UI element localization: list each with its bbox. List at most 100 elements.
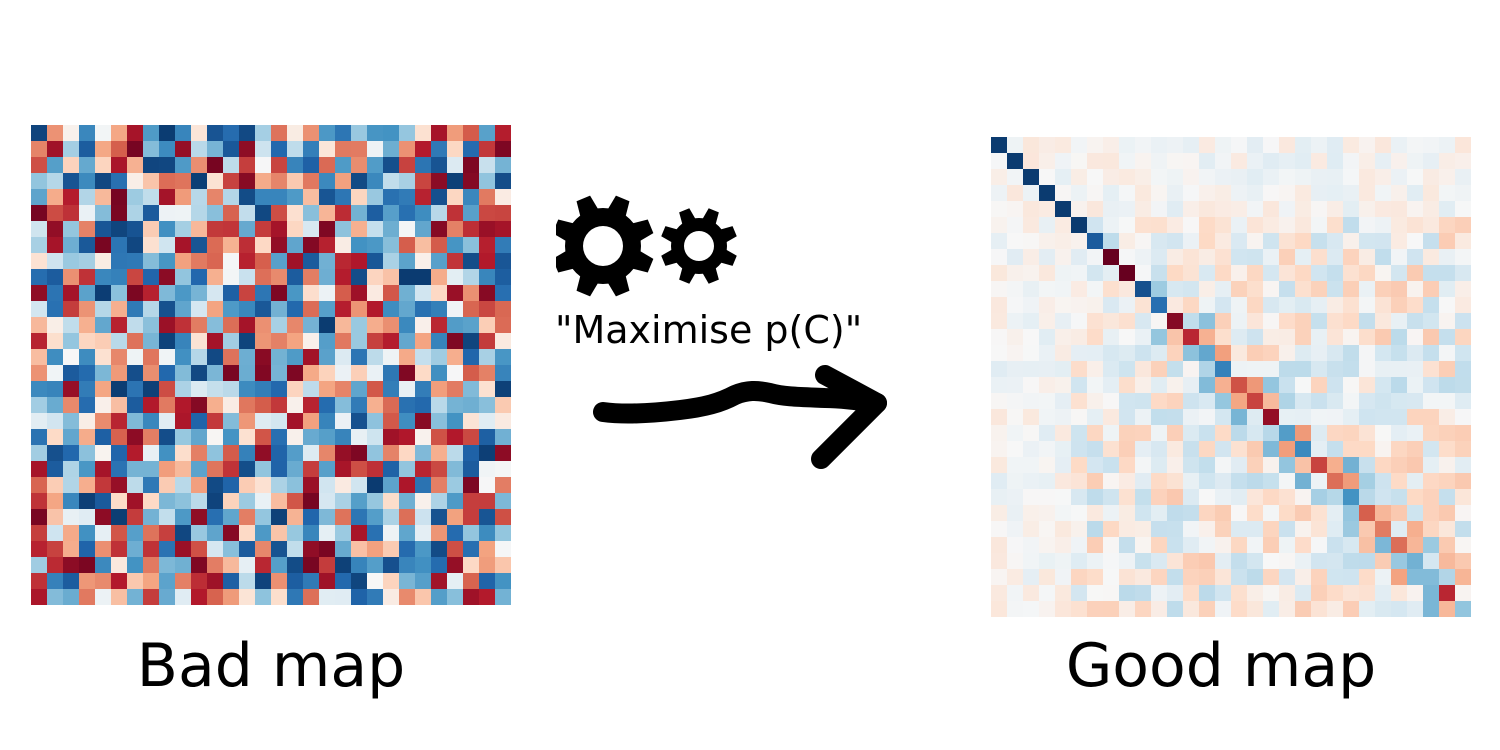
bad-map-cell xyxy=(271,269,288,286)
good-map-cell xyxy=(1423,137,1440,154)
bad-map-cell xyxy=(223,413,240,430)
good-map-cell xyxy=(1375,425,1392,442)
good-map-cell xyxy=(1359,297,1376,314)
good-map-cell xyxy=(1087,553,1104,570)
bad-map-cell xyxy=(207,557,224,574)
good-map-cell xyxy=(1055,137,1072,154)
bad-map-cell xyxy=(367,509,384,526)
bad-map-cell xyxy=(463,445,480,462)
good-map-cell xyxy=(991,185,1008,202)
good-map-cell xyxy=(1311,329,1328,346)
bad-map-cell xyxy=(255,237,272,254)
bad-map-cell xyxy=(463,173,480,190)
good-map-cell xyxy=(1279,489,1296,506)
good-map-cell xyxy=(991,153,1008,170)
bad-map-cell xyxy=(415,493,432,510)
good-map-cell xyxy=(1343,201,1360,218)
bad-map-cell xyxy=(303,189,320,206)
good-map-cell xyxy=(1375,361,1392,378)
bad-map-cell xyxy=(239,525,256,542)
bad-map-cell xyxy=(383,173,400,190)
good-map-cell xyxy=(1135,265,1152,282)
good-map-cell xyxy=(1407,249,1424,266)
bad-map-cell xyxy=(287,429,304,446)
bad-map-cell xyxy=(31,253,48,270)
bad-map-cell xyxy=(159,365,176,382)
bad-map-cell xyxy=(399,413,416,430)
good-map-cell xyxy=(1071,569,1088,586)
good-map-heatmap xyxy=(991,137,1471,617)
bad-map-cell xyxy=(287,461,304,478)
good-map-cell xyxy=(1055,185,1072,202)
good-map-cell xyxy=(1103,489,1120,506)
good-map-cell xyxy=(1455,249,1471,266)
good-map-cell xyxy=(1423,425,1440,442)
bad-map-cell xyxy=(463,269,480,286)
bad-map-cell xyxy=(191,301,208,318)
bad-map-cell xyxy=(303,157,320,174)
good-map-cell xyxy=(991,201,1008,218)
bad-map-cell xyxy=(79,237,96,254)
bad-map-cell xyxy=(143,285,160,302)
good-map-cell xyxy=(1423,217,1440,234)
bad-map-cell xyxy=(319,253,336,270)
good-map-cell xyxy=(1359,201,1376,218)
bad-map-cell xyxy=(495,493,511,510)
good-map-cell xyxy=(1263,249,1280,266)
good-map-cell xyxy=(1231,457,1248,474)
bad-map-cell xyxy=(463,349,480,366)
good-map-cell xyxy=(1007,457,1024,474)
good-map-cell xyxy=(1423,505,1440,522)
good-map-cell xyxy=(1103,185,1120,202)
bad-map-cell xyxy=(367,269,384,286)
good-map-cell xyxy=(1151,201,1168,218)
bad-map-cell xyxy=(303,173,320,190)
bad-map-cell xyxy=(367,461,384,478)
bad-map-cell xyxy=(127,573,144,590)
good-map-cell xyxy=(1055,521,1072,538)
good-map-cell xyxy=(1359,185,1376,202)
good-map-cell xyxy=(1439,601,1456,617)
good-map-cell xyxy=(1231,345,1248,362)
bad-map-cell xyxy=(271,397,288,414)
good-map-cell xyxy=(1359,473,1376,490)
good-map-cell xyxy=(1423,169,1440,186)
good-map-cell xyxy=(1455,329,1471,346)
bad-map-cell xyxy=(351,349,368,366)
bad-map-cell xyxy=(383,253,400,270)
bad-map-cell xyxy=(303,125,320,142)
good-map-cell xyxy=(1455,169,1471,186)
good-map-cell xyxy=(1295,569,1312,586)
good-map-cell xyxy=(1343,169,1360,186)
good-map-cell xyxy=(1263,393,1280,410)
good-map-cell xyxy=(1183,553,1200,570)
good-map-cell xyxy=(1071,409,1088,426)
good-map-cell xyxy=(1391,233,1408,250)
bad-map-cell xyxy=(95,237,112,254)
good-map-cell xyxy=(1295,393,1312,410)
good-map-cell xyxy=(1023,425,1040,442)
bad-map-cell xyxy=(127,157,144,174)
bad-map-cell xyxy=(335,157,352,174)
good-map-cell xyxy=(1199,425,1216,442)
good-map-cell xyxy=(1071,329,1088,346)
bad-map-cell xyxy=(239,461,256,478)
good-map-cell xyxy=(1183,169,1200,186)
bad-map-cell xyxy=(47,493,64,510)
bad-map-cell xyxy=(239,157,256,174)
good-map-cell xyxy=(1007,409,1024,426)
bad-map-cell xyxy=(175,541,192,558)
bad-map-cell xyxy=(383,525,400,542)
bad-map-cell xyxy=(319,317,336,334)
bad-map-cell xyxy=(383,573,400,590)
good-map-cell xyxy=(1007,281,1024,298)
good-map-cell xyxy=(1407,521,1424,538)
bad-map-cell xyxy=(47,269,64,286)
good-map-cell xyxy=(1263,537,1280,554)
bad-map-cell xyxy=(415,541,432,558)
bad-map-cell xyxy=(31,205,48,222)
bad-map-cell xyxy=(207,333,224,350)
good-map-cell xyxy=(1359,169,1376,186)
bad-map-cell xyxy=(287,301,304,318)
good-map-cell xyxy=(1183,585,1200,602)
